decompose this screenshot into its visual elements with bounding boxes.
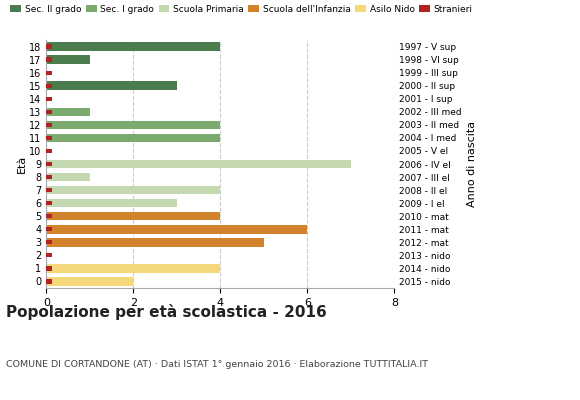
Bar: [46, 42, 220, 51]
Bar: [46, 277, 133, 286]
Y-axis label: Anno di nascita: Anno di nascita: [467, 121, 477, 207]
Bar: [46, 108, 90, 116]
Bar: [46, 175, 52, 179]
Bar: [46, 44, 52, 49]
Bar: [46, 70, 52, 75]
Bar: [46, 110, 52, 114]
Bar: [46, 188, 52, 192]
Bar: [46, 225, 307, 234]
Bar: [46, 264, 220, 273]
Bar: [46, 97, 52, 101]
Bar: [46, 240, 52, 244]
Bar: [46, 82, 177, 90]
Bar: [46, 212, 220, 220]
Bar: [46, 227, 52, 231]
Bar: [46, 173, 90, 181]
Text: COMUNE DI CORTANDONE (AT) · Dati ISTAT 1° gennaio 2016 · Elaborazione TUTTITALIA: COMUNE DI CORTANDONE (AT) · Dati ISTAT 1…: [6, 360, 428, 369]
Legend: Sec. II grado, Sec. I grado, Scuola Primaria, Scuola dell'Infanzia, Asilo Nido, : Sec. II grado, Sec. I grado, Scuola Prim…: [10, 4, 473, 14]
Bar: [46, 58, 52, 62]
Bar: [46, 186, 220, 194]
Bar: [46, 238, 264, 246]
Bar: [46, 201, 52, 205]
Bar: [46, 199, 177, 207]
Bar: [46, 279, 52, 284]
Bar: [46, 55, 90, 64]
Bar: [46, 136, 52, 140]
Bar: [46, 266, 52, 270]
Bar: [46, 253, 52, 258]
Bar: [46, 160, 351, 168]
Bar: [46, 214, 52, 218]
Bar: [46, 149, 52, 153]
Bar: [46, 162, 52, 166]
Y-axis label: Età: Età: [16, 155, 26, 173]
Bar: [46, 134, 220, 142]
Bar: [46, 123, 52, 127]
Bar: [46, 84, 52, 88]
Text: Popolazione per età scolastica - 2016: Popolazione per età scolastica - 2016: [6, 304, 327, 320]
Bar: [46, 120, 220, 129]
